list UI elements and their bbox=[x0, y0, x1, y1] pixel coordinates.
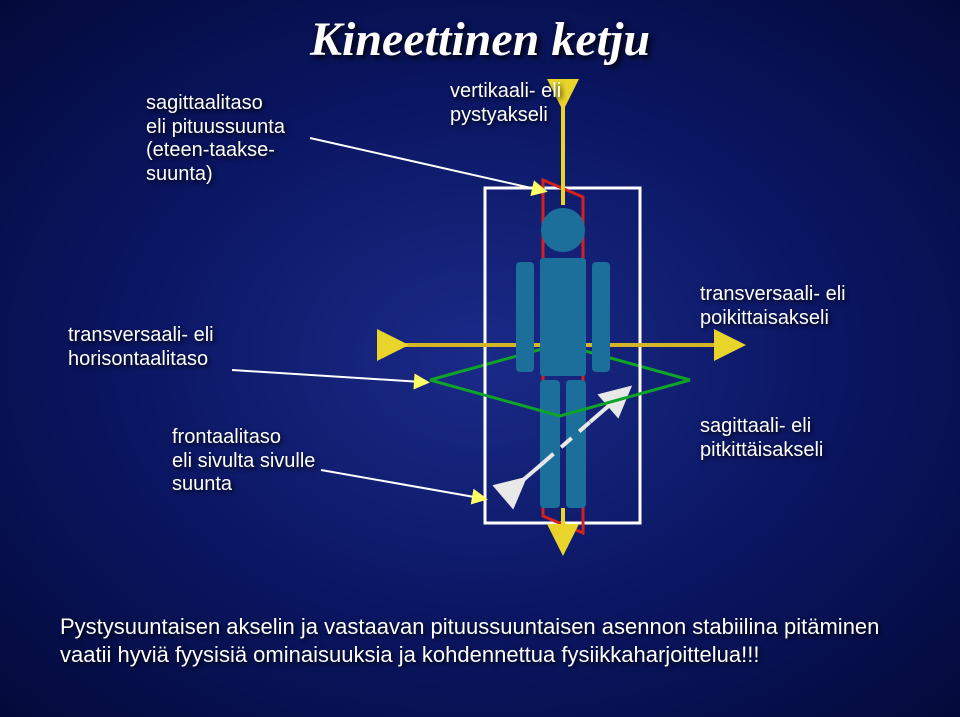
label-transversal-axis: transversaali- eli poikittaisakseli bbox=[700, 283, 846, 330]
human-figure bbox=[516, 208, 610, 508]
footer-text: Pystysuuntaisen akselin ja vastaavan pit… bbox=[60, 613, 900, 669]
label-frontal-plane: frontaalitaso eli sivulta sivulle suunta bbox=[172, 426, 315, 497]
label-transversal-plane: transversaali- eli horisontaalitaso bbox=[68, 324, 214, 371]
label-sagittal-plane: sagittaalitaso eli pituussuunta (eteen-t… bbox=[146, 92, 285, 186]
label-vertical-axis: vertikaali- eli pystyakseli bbox=[450, 80, 561, 127]
label-sagittal-axis: sagittaali- eli pitkittäisakseli bbox=[700, 415, 823, 462]
